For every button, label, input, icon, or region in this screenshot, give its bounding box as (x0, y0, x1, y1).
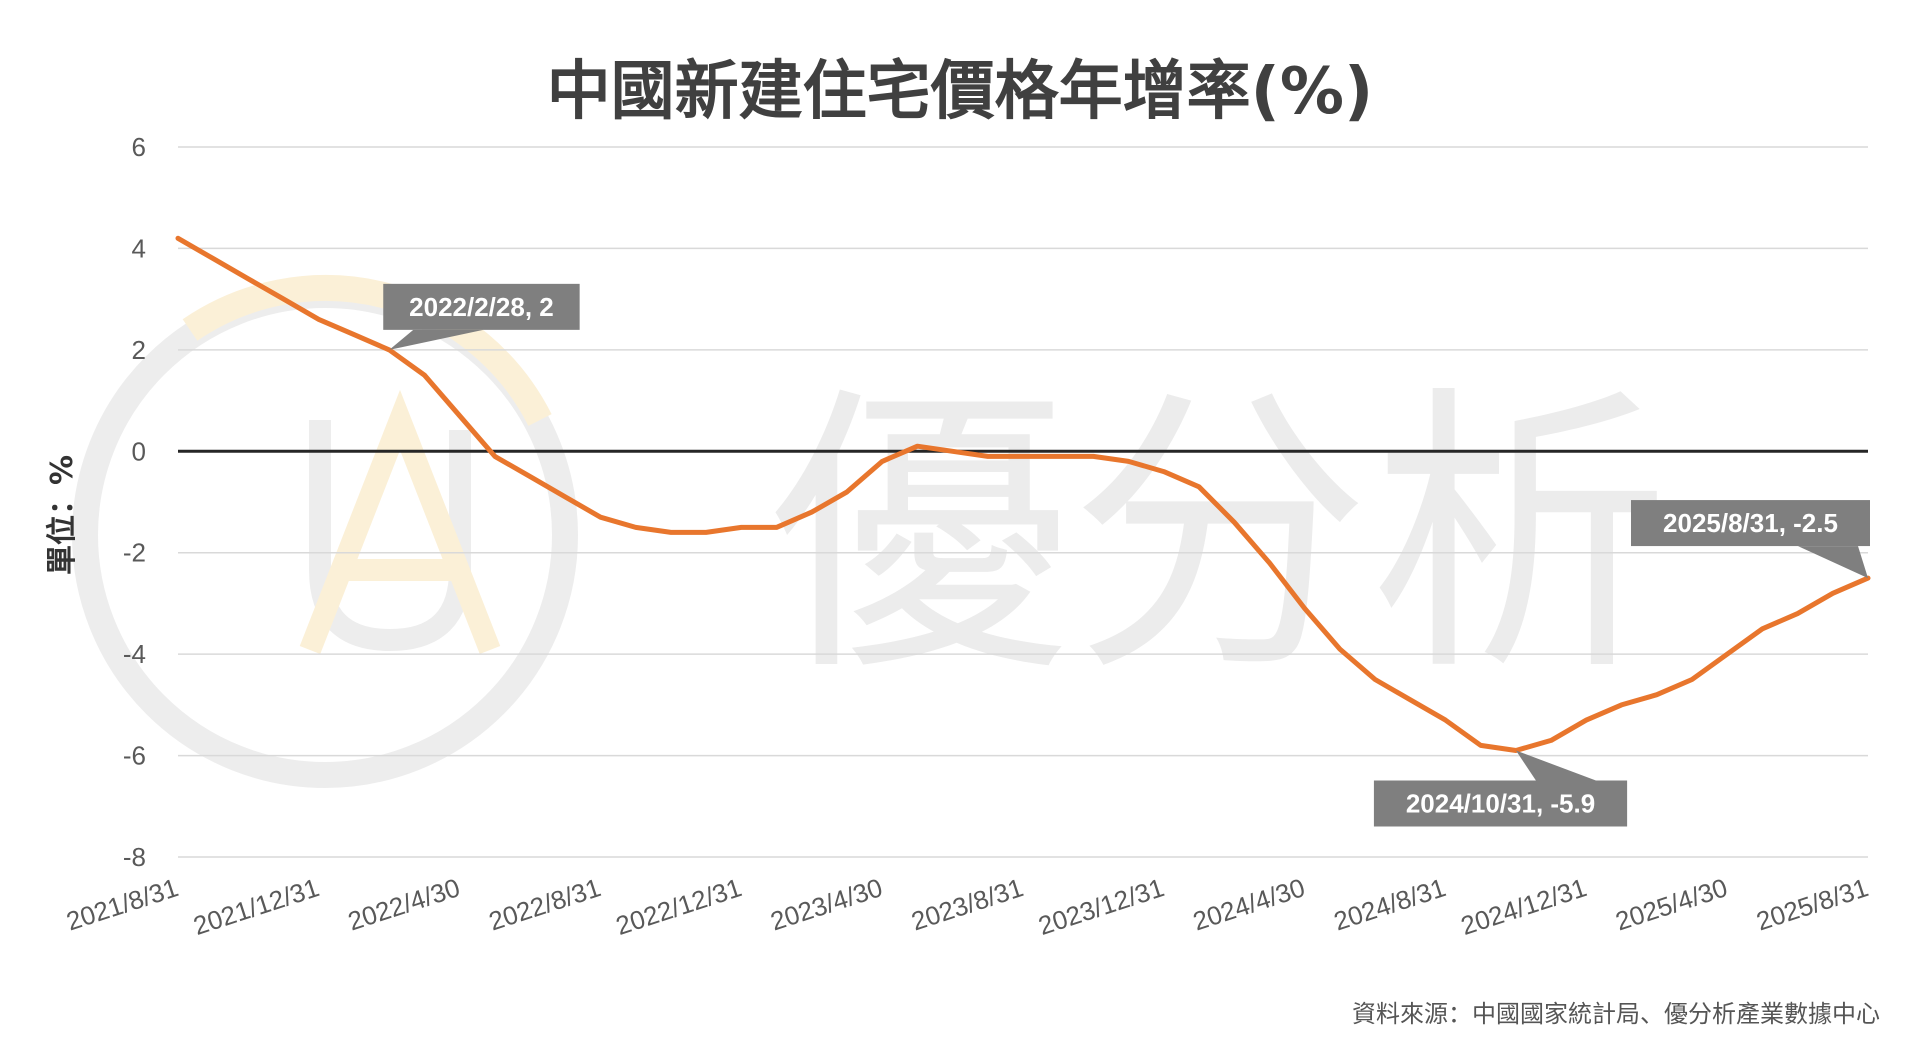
watermark-text: 優分析 (770, 362, 1670, 711)
x-tick-label: 2022/8/31 (485, 872, 604, 936)
x-tick-label: 2024/4/30 (1189, 872, 1308, 936)
annotation-label: 2022/2/28, 2 (409, 292, 554, 322)
x-tick-label: 2025/8/31 (1753, 872, 1872, 936)
annotation-box (1631, 500, 1870, 547)
annotation-label: 2025/8/31, -2.5 (1663, 508, 1838, 538)
x-tick-label: 2024/12/31 (1457, 872, 1590, 941)
annotation-box (383, 283, 580, 330)
y-tick-label: -8 (123, 842, 146, 872)
chart-title: 中國新建住宅價格年增率(%) (547, 55, 1374, 129)
y-tick-label: 6 (132, 132, 146, 162)
annotation-callout: 2025/8/31, -2.5 (1631, 500, 1870, 579)
x-tick-label: 2023/8/31 (908, 872, 1027, 936)
x-tick-label: 2022/12/31 (612, 872, 745, 941)
watermark-a-mark (299, 389, 501, 655)
x-tick-label: 2021/12/31 (190, 872, 323, 941)
annotations: 2022/2/28, 2 2024/10/31, -5.9 2025/8/31, -… (383, 283, 1870, 827)
y-tick-label: -4 (123, 639, 146, 669)
watermark: 優分析 (72, 275, 1670, 788)
annotation-callout: 2022/2/28, 2 (383, 283, 580, 350)
y-axis-label: 單位：% (45, 455, 80, 575)
y-tick-label: -2 (123, 538, 146, 568)
annotation-pointer (1515, 750, 1596, 781)
y-axis-ticks: 6 4 2 0 -2 -4 -6 -8 (123, 132, 146, 872)
x-axis-ticks: 2021/8/31 2021/12/31 2022/4/30 2022/8/31 202… (63, 872, 1872, 941)
x-tick-label: 2022/4/30 (344, 872, 463, 936)
x-tick-label: 2021/8/31 (63, 872, 182, 936)
source-note: 資料來源：中國國家統計局、優分析產業數據中心 (1352, 1000, 1880, 1028)
annotation-callout: 2024/10/31, -5.9 (1373, 750, 1628, 827)
annotation-pointer (1798, 546, 1868, 579)
grid (178, 146, 1868, 858)
x-tick-label: 2025/4/30 (1612, 872, 1731, 936)
annotation-label: 2024/10/31, -5.9 (1406, 789, 1595, 819)
y-tick-label: 2 (132, 335, 146, 365)
x-tick-label: 2024/8/31 (1330, 872, 1449, 936)
y-tick-label: -6 (123, 741, 146, 771)
annotation-pointer (389, 329, 484, 350)
y-tick-label: 0 (132, 436, 146, 466)
y-tick-label: 4 (132, 233, 146, 263)
x-tick-label: 2023/12/31 (1035, 872, 1168, 941)
series-line (175, 235, 1871, 753)
x-tick-label: 2023/4/30 (767, 872, 886, 936)
annotation-box (1373, 780, 1628, 827)
